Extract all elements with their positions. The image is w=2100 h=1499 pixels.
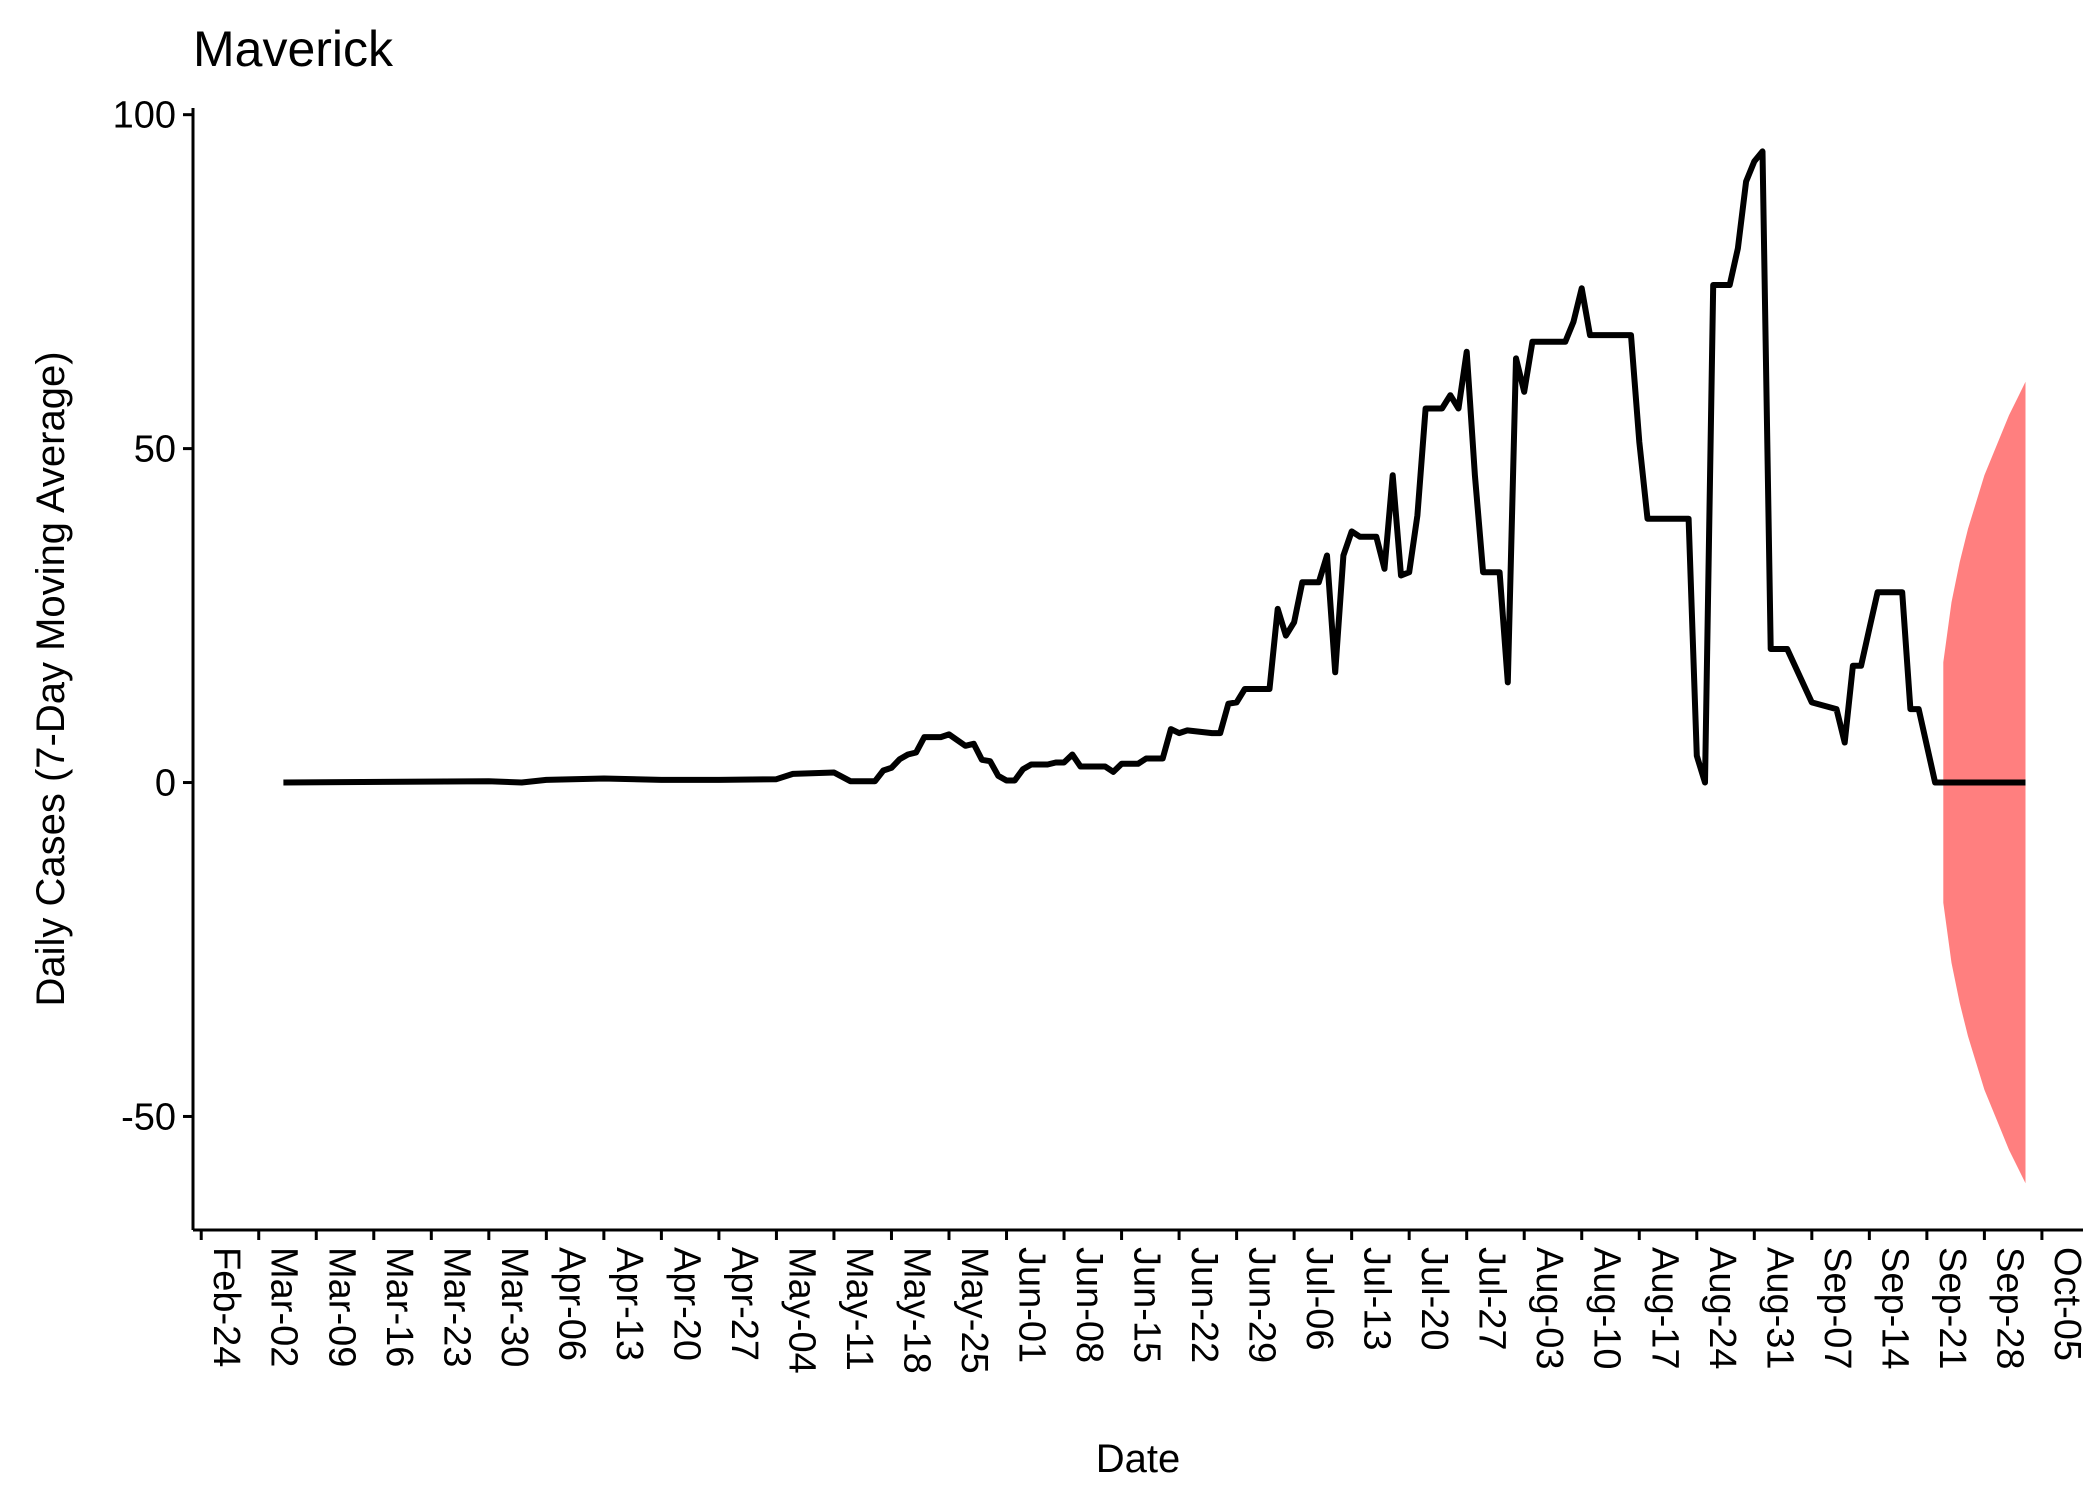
x-tick-label: Feb-24 (205, 1247, 247, 1367)
y-axis-ticks: 100 50 0 -50 (113, 95, 193, 1138)
x-tick-label: May-11 (838, 1247, 880, 1371)
x-tick-label: May-04 (780, 1247, 822, 1374)
x-tick-label: Jun-01 (1011, 1247, 1053, 1363)
x-tick-label: Mar-30 (493, 1247, 535, 1367)
x-tick-label: Apr-27 (723, 1247, 765, 1361)
x-tick-label: Jul-06 (1298, 1247, 1340, 1351)
x-tick-label: Jun-15 (1126, 1247, 1168, 1363)
x-tick-label: Apr-13 (608, 1247, 650, 1361)
x-tick-label: Jul-27 (1471, 1247, 1513, 1351)
x-tick-label: Aug-10 (1586, 1247, 1628, 1370)
y-tick-label: 0 (155, 763, 176, 805)
x-tick-label: Apr-06 (550, 1247, 592, 1361)
series-layer (283, 148, 2026, 786)
y-tick-label: 100 (113, 95, 176, 137)
x-tick-label: Mar-23 (435, 1247, 477, 1367)
x-tick-label: Jul-20 (1413, 1247, 1455, 1351)
x-tick-label: Jul-13 (1356, 1247, 1398, 1351)
y-tick-label: 50 (134, 429, 176, 471)
x-tick-label: Oct-05 (2046, 1247, 2088, 1361)
x-tick-label: Mar-02 (263, 1247, 305, 1367)
x-tick-label: Mar-16 (378, 1247, 420, 1367)
x-axis-ticks: Feb-24 Mar-02 Mar-09 Mar-16 Mar-23 Mar-30 Apr-… (199, 1230, 2088, 1374)
x-tick-label: Sep-21 (1931, 1247, 1973, 1370)
x-tick-label: Jun-22 (1183, 1247, 1225, 1363)
y-axis-title: Daily Cases (7-Day Moving Average) (29, 351, 73, 1006)
x-tick-label: Jun-29 (1241, 1247, 1283, 1363)
x-tick-label: May-18 (896, 1247, 938, 1374)
x-tick-label: Aug-31 (1758, 1247, 1800, 1370)
x-axis-title: Date (1096, 1437, 1181, 1481)
x-tick-label: Apr-20 (665, 1247, 707, 1361)
x-tick-label: Jun-08 (1068, 1247, 1110, 1363)
x-tick-label: Sep-28 (1988, 1247, 2030, 1370)
x-tick-label: May-25 (953, 1247, 995, 1374)
x-tick-label: Aug-03 (1528, 1247, 1570, 1370)
y-tick-label: -50 (121, 1096, 176, 1138)
x-tick-label: Mar-09 (320, 1247, 362, 1367)
chart-title: Maverick (193, 21, 394, 77)
x-tick-label: Sep-14 (1873, 1247, 1915, 1370)
x-tick-label: Sep-07 (1816, 1247, 1858, 1370)
series-line-0 (283, 148, 2026, 786)
x-tick-label: Aug-17 (1643, 1247, 1685, 1370)
x-tick-label: Aug-24 (1701, 1247, 1743, 1370)
